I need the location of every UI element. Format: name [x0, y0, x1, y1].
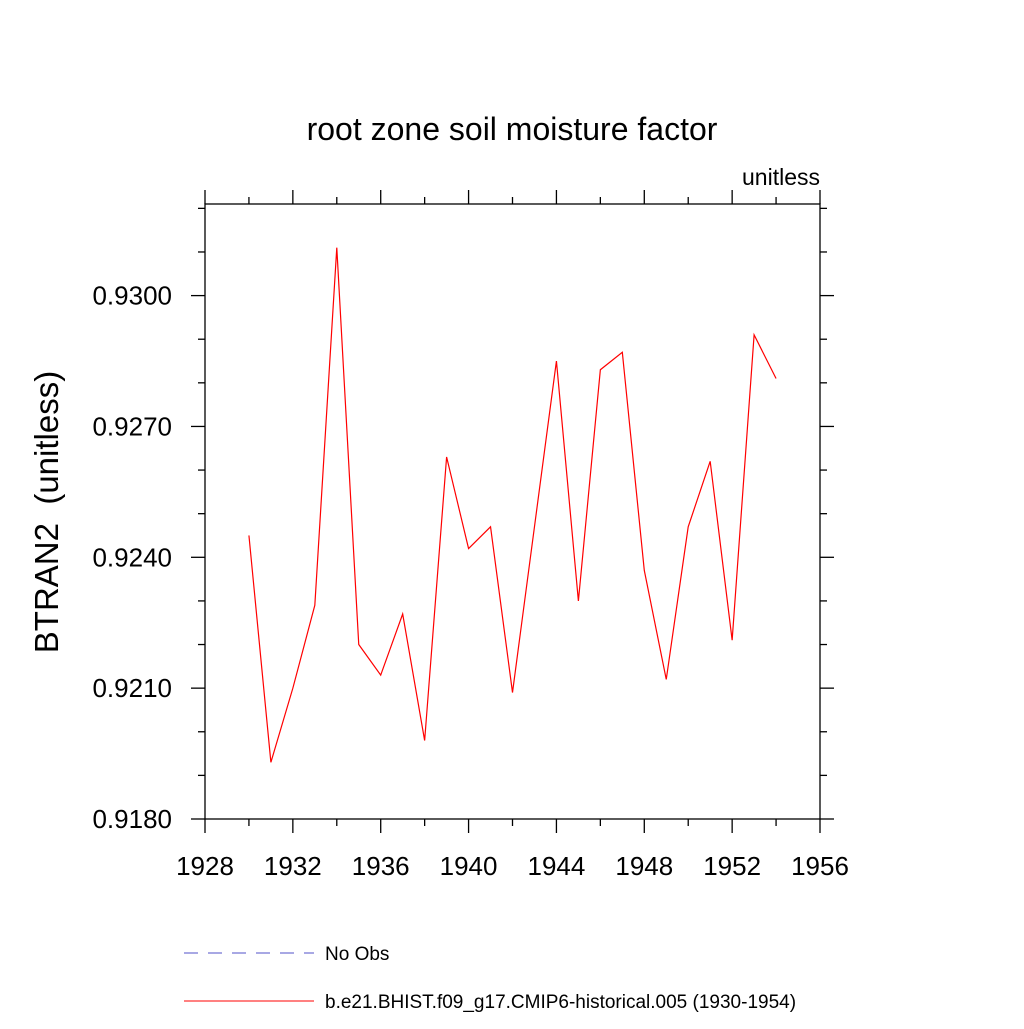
y-axis-label: BTRAN2 (unitless) — [28, 371, 65, 653]
x-tick-label: 1932 — [264, 851, 322, 881]
x-tick-label: 1956 — [791, 851, 849, 881]
chart-subtitle: unitless — [742, 164, 820, 190]
x-tick-label: 1948 — [615, 851, 673, 881]
y-tick-label: 0.9210 — [92, 673, 172, 703]
chart-title: root zone soil moisture factor — [307, 111, 718, 147]
x-tick-label: 1952 — [703, 851, 761, 881]
y-tick-label: 0.9300 — [92, 281, 172, 311]
x-tick-label: 1928 — [176, 851, 234, 881]
series-layer — [248, 247, 777, 763]
axis-ticks: 1928 1932 1936 1940 1944 1948 1952 1956 0.9180 0.… — [92, 190, 849, 881]
y-tick-label: 0.9180 — [92, 804, 172, 834]
legend-label-0: No Obs — [325, 944, 389, 965]
plot-frame — [204, 203, 821, 820]
x-tick-label: 1936 — [352, 851, 410, 881]
legend-label-1: b.e21.BHIST.f09_g17.CMIP6-historical.005… — [325, 992, 796, 1013]
series-line-0 — [248, 247, 777, 763]
x-tick-label: 1940 — [440, 851, 498, 881]
legend: No Obs b.e21.BHIST.f09_g17.CMIP6-historic… — [184, 944, 796, 1013]
y-tick-label: 0.9270 — [92, 411, 172, 441]
y-tick-label: 0.9240 — [92, 542, 172, 572]
x-tick-label: 1944 — [528, 851, 586, 881]
